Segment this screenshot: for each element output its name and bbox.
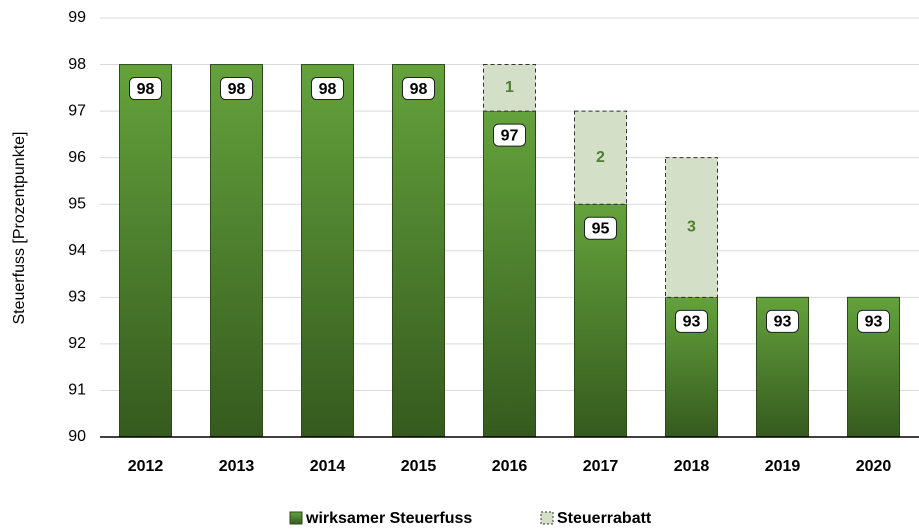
data-label: 2 [596,149,605,166]
bar-segment [210,64,263,438]
data-label-box [402,77,435,101]
x-tick-label: 2018 [674,458,710,475]
bar-segment [483,64,536,112]
bar-segment [574,203,627,438]
y-tick-label: 93 [68,289,86,306]
data-label: 93 [865,314,883,331]
bar-segment [574,110,627,205]
legend-swatch [289,511,303,525]
data-label-box [129,77,162,101]
y-tick-label: 90 [68,428,86,445]
y-tick-label: 97 [68,102,86,119]
data-label: 93 [683,314,701,331]
x-tick-label: 2020 [856,458,892,475]
bar-segment [119,64,172,438]
data-label: 98 [137,81,155,98]
x-tick-label: 2017 [583,458,619,475]
y-tick-label: 99 [68,9,86,26]
data-label: 3 [687,219,696,236]
legend-label: wirksamer Steuerfuss [305,510,472,527]
data-label-box [766,309,799,333]
data-label-box [220,77,253,101]
y-tick-label: 95 [68,195,86,212]
data-label-box [493,123,526,147]
y-tick-label: 92 [68,335,86,352]
data-label: 95 [592,220,610,237]
x-tick-label: 2019 [765,458,801,475]
data-label: 1 [505,79,514,96]
bar-segment [392,64,445,438]
bar-segment [665,157,718,298]
bar-segment [301,64,354,438]
y-axis-label: Steuerfuss [Prozentpunkte] [11,132,28,325]
y-tick-label: 94 [68,242,86,259]
legend-swatch [540,511,554,525]
data-label: 98 [319,81,337,98]
legend-label: Steuerrabatt [557,510,652,527]
data-label-box [857,309,890,333]
x-tick-label: 2015 [401,458,437,475]
x-tick-label: 2013 [219,458,255,475]
data-label-box [311,77,344,101]
y-tick-label: 91 [68,382,86,399]
data-label-box [675,309,708,333]
x-tick-label: 2012 [128,458,164,475]
x-tick-label: 2014 [310,458,346,475]
y-tick-label: 98 [68,56,86,73]
bar-segment [483,110,536,438]
data-label: 97 [501,127,519,144]
data-label: 98 [228,81,246,98]
y-tick-label: 96 [68,149,86,166]
data-label: 98 [410,81,428,98]
x-tick-label: 2016 [492,458,528,475]
data-label-box [584,216,617,240]
data-label: 93 [774,314,792,331]
